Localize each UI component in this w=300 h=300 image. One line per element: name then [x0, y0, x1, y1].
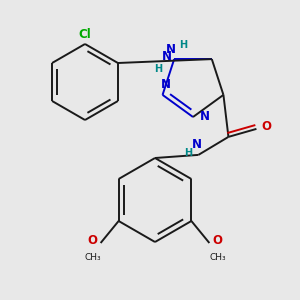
Text: CH₃: CH₃ — [84, 253, 101, 262]
Text: N: N — [162, 50, 172, 63]
Text: H: H — [179, 40, 187, 50]
Text: O: O — [212, 235, 222, 248]
Text: O: O — [88, 235, 98, 248]
Text: Cl: Cl — [79, 28, 92, 40]
Text: N: N — [200, 110, 210, 124]
Text: H: H — [154, 64, 162, 74]
Text: CH₃: CH₃ — [209, 253, 226, 262]
Text: N: N — [191, 138, 201, 152]
Text: O: O — [261, 120, 272, 134]
Text: H: H — [184, 148, 193, 158]
Text: N: N — [160, 78, 171, 92]
Text: N: N — [166, 43, 176, 56]
